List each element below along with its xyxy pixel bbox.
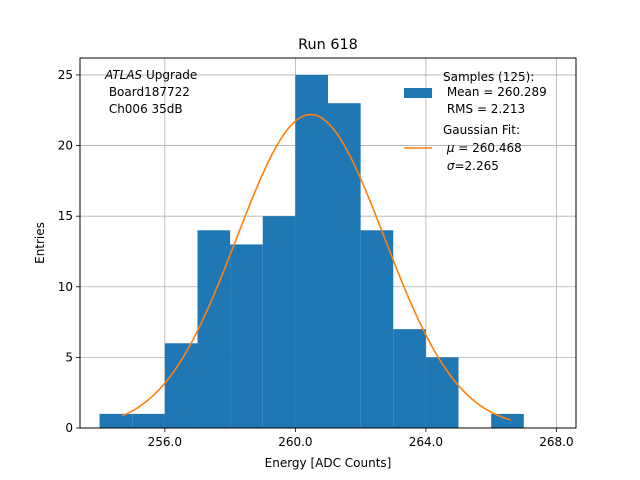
chart-title: Run 618 xyxy=(298,37,358,53)
y-tick-label: 15 xyxy=(58,209,73,223)
svg-text:ATLAS Upgrade: ATLAS Upgrade xyxy=(104,68,197,82)
annotation-board: Board187722 xyxy=(105,85,190,99)
histogram-bar xyxy=(164,343,198,428)
x-tick-label: 264.0 xyxy=(409,435,443,449)
x-tick-label: 260.0 xyxy=(278,435,312,449)
histogram-bar xyxy=(425,357,459,428)
y-tick-label: 25 xyxy=(58,68,73,82)
annotation-upgrade: Upgrade xyxy=(142,68,197,82)
legend-fit-mu-symbol: μ xyxy=(446,141,455,155)
legend-fit-mu-value: = 260.468 xyxy=(454,141,521,155)
legend-samples-rms: RMS = 2.213 xyxy=(443,102,525,116)
legend: Samples (125): Mean = 260.289 RMS = 2.21… xyxy=(404,70,547,173)
fit-curve xyxy=(122,113,511,421)
histogram-bar xyxy=(99,413,133,428)
svg-text:σ=2.265: σ=2.265 xyxy=(443,159,499,173)
annotation-channel: Ch006 35dB xyxy=(105,102,183,116)
histogram-bars xyxy=(99,74,524,428)
legend-samples-swatch xyxy=(404,88,432,98)
svg-text:μ = 260.468: μ = 260.468 xyxy=(443,141,522,155)
legend-fit-sigma-value: =2.265 xyxy=(454,159,498,173)
annotation-atlas-italic: ATLAS xyxy=(104,68,143,82)
x-tick-label: 268.0 xyxy=(539,435,573,449)
histogram-bar xyxy=(328,103,361,428)
x-axis-label: Energy [ADC Counts] xyxy=(265,456,392,470)
legend-samples-title: Samples (125): xyxy=(443,70,534,84)
y-tick-label: 5 xyxy=(65,350,73,364)
y-axis-label: Entries xyxy=(33,222,47,264)
histogram-bar xyxy=(197,230,231,428)
legend-fit-sigma-symbol: σ xyxy=(447,159,455,173)
legend-fit-title: Gaussian Fit: xyxy=(443,123,520,137)
histogram-bar xyxy=(360,230,394,428)
x-tick-label: 256.0 xyxy=(148,435,182,449)
histogram-bar xyxy=(491,413,524,428)
plot-frame xyxy=(79,57,577,429)
gaussian-fit xyxy=(122,113,511,421)
histogram-bar xyxy=(393,329,426,428)
y-tick-label: 20 xyxy=(58,139,73,153)
y-tick-label: 10 xyxy=(58,280,73,294)
histogram-bar xyxy=(132,413,165,428)
histogram-bar xyxy=(295,74,328,428)
legend-samples-mean: Mean = 260.289 xyxy=(443,85,547,99)
x-axis-ticks: 256.0 260.0 264.0 268.0 xyxy=(148,428,574,449)
histogram-bar xyxy=(230,244,263,428)
y-axis-ticks: 0 5 10 15 20 25 xyxy=(58,68,80,435)
histogram-bar xyxy=(262,216,296,428)
y-tick-label: 0 xyxy=(65,421,73,435)
atlas-annotation: ATLAS Upgrade Board187722 Ch006 35dB xyxy=(104,68,197,116)
